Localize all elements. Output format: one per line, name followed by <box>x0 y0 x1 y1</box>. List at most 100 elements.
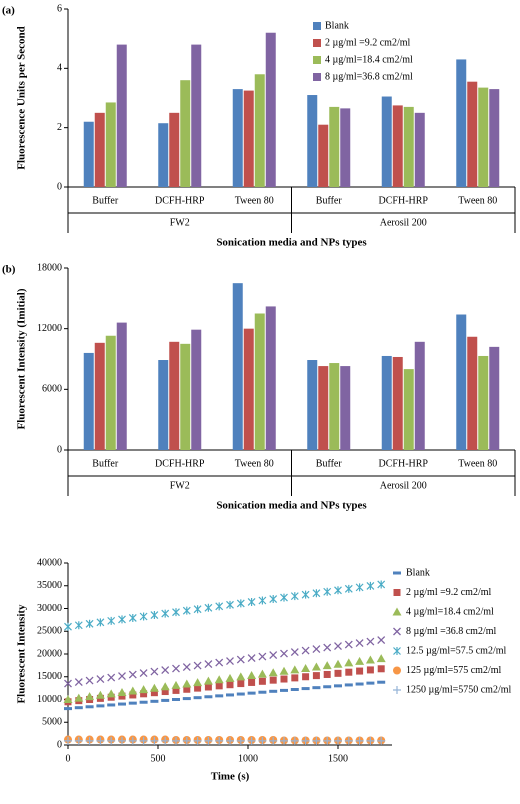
marker <box>268 668 278 677</box>
marker <box>226 657 234 666</box>
marker <box>301 663 311 672</box>
marker <box>85 692 95 701</box>
marker <box>258 677 266 685</box>
marker <box>161 688 169 696</box>
marker <box>377 580 386 589</box>
bar <box>392 356 403 450</box>
marker <box>150 611 159 620</box>
marker <box>290 665 300 674</box>
marker <box>129 691 137 699</box>
marker <box>312 672 320 680</box>
marker <box>301 736 310 745</box>
bar <box>467 336 478 450</box>
marker <box>118 736 126 745</box>
marker <box>236 736 245 745</box>
marker <box>128 613 137 622</box>
marker <box>236 672 246 681</box>
y-tick-label: 30000 <box>37 603 62 614</box>
bar <box>307 360 318 450</box>
marker <box>139 669 148 678</box>
bar <box>265 306 276 450</box>
marker <box>301 590 310 599</box>
marker <box>291 674 299 682</box>
marker <box>149 683 159 692</box>
marker <box>393 686 401 694</box>
marker <box>183 685 191 693</box>
legend-label: 4 µg/ml=18.4 cm2/ml <box>325 54 413 65</box>
group-label: FW2 <box>170 480 190 491</box>
legend-swatch <box>313 73 321 81</box>
marker <box>377 636 386 644</box>
marker <box>258 596 267 605</box>
marker <box>172 736 180 745</box>
legend-label: 2 µg/ml =9.2 cm2/ml <box>406 587 492 598</box>
marker <box>290 592 299 601</box>
marker <box>182 736 191 745</box>
bar <box>403 369 414 450</box>
marker <box>215 736 224 745</box>
marker <box>269 676 277 684</box>
bar <box>392 105 403 187</box>
marker <box>236 655 245 664</box>
legend-swatch <box>313 56 321 64</box>
bar <box>169 341 180 450</box>
marker <box>74 736 83 745</box>
marker <box>204 736 213 745</box>
legend-label: Blank <box>406 567 430 578</box>
marker <box>161 666 170 675</box>
marker <box>356 667 364 675</box>
marker <box>366 581 375 590</box>
bar <box>381 96 392 187</box>
marker <box>74 678 83 687</box>
legend-label: 12.5 µg/ml=57.5 cm2/ml <box>406 645 507 656</box>
legend-label: 1250 µg/ml=5750 cm2/ml <box>406 684 512 695</box>
marker <box>257 669 267 678</box>
legend-label: 8 µg/ml =36.8 cm2/ml <box>406 626 497 637</box>
marker <box>204 603 213 612</box>
marker <box>355 583 364 592</box>
marker <box>128 670 137 679</box>
bar <box>318 366 329 450</box>
marker <box>247 671 257 680</box>
marker <box>150 736 159 745</box>
marker <box>203 676 213 685</box>
bar <box>456 314 467 450</box>
y-tick-label: 5000 <box>42 717 62 728</box>
bar <box>329 363 340 450</box>
legend-label: 4 µg/ml=18.4 cm2/ml <box>406 606 494 617</box>
marker <box>64 736 72 745</box>
marker <box>290 736 299 745</box>
x-tick-label: Tween 80 <box>235 195 274 206</box>
bar <box>243 90 254 187</box>
legend-label: Blank <box>325 20 349 31</box>
bar <box>403 106 414 187</box>
bar <box>467 81 478 187</box>
bar <box>232 283 243 450</box>
y-tick-label: 18000 <box>37 262 62 273</box>
y-tick-label: 2 <box>57 122 62 133</box>
bar <box>340 366 351 450</box>
marker <box>334 736 342 745</box>
bar <box>116 44 127 187</box>
marker <box>139 685 149 694</box>
marker <box>63 695 73 703</box>
marker <box>172 664 180 673</box>
marker <box>193 736 202 745</box>
marker <box>74 621 83 630</box>
bar <box>232 89 243 187</box>
marker <box>334 642 342 650</box>
x-tick-label: Tween 80 <box>235 458 274 469</box>
group-label: FW2 <box>170 217 190 228</box>
marker <box>334 586 342 595</box>
marker <box>118 692 126 700</box>
marker <box>117 687 127 696</box>
marker <box>323 736 332 745</box>
marker <box>96 736 105 745</box>
x-tick-label: Tween 80 <box>458 195 497 206</box>
marker <box>333 659 343 668</box>
y-tick-label: 25000 <box>37 626 62 637</box>
y-tick-label: 15000 <box>37 671 62 682</box>
marker <box>312 645 321 654</box>
marker <box>323 643 332 652</box>
y-axis-title: Fluorescence Units per Second <box>16 26 28 170</box>
